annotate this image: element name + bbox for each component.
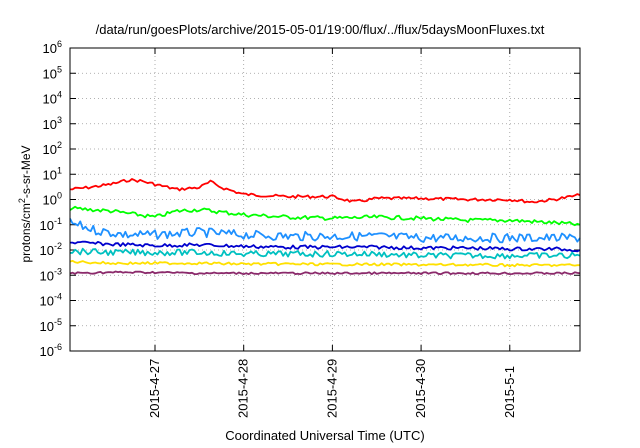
series-line-1 xyxy=(69,178,581,204)
series-line-4 xyxy=(70,240,581,253)
y-tick-label: 102 xyxy=(43,140,62,157)
x-tick-label: 2015-5-1 xyxy=(502,366,517,418)
y-tick-label: 10-2 xyxy=(40,241,62,258)
grid-lines xyxy=(70,48,580,351)
y-tick-label: 106 xyxy=(43,39,62,56)
series-line-7 xyxy=(69,270,581,276)
series-line-6 xyxy=(69,259,580,268)
y-tick-label: 101 xyxy=(43,165,62,182)
y-tick-label: 10-3 xyxy=(40,266,62,283)
series-line-5 xyxy=(69,247,581,260)
series-line-3 xyxy=(69,218,581,244)
series-lines xyxy=(69,178,581,276)
y-tick-label: 10-1 xyxy=(40,216,62,233)
y-tick-label: 10-5 xyxy=(40,317,62,334)
x-tick-label: 2015-4-29 xyxy=(324,359,339,418)
y-tick-label: 105 xyxy=(43,64,62,81)
x-tick-label: 2015-4-30 xyxy=(413,359,428,418)
y-tick-label: 104 xyxy=(43,90,62,107)
series-line-2 xyxy=(69,205,581,227)
y-tick-label: 10-6 xyxy=(40,342,62,359)
y-tick-label: 100 xyxy=(43,191,62,208)
x-axis-label: Coordinated Universal Time (UTC) xyxy=(225,428,425,443)
x-tick-label: 2015-4-27 xyxy=(147,359,162,418)
y-tick-label: 10-4 xyxy=(40,292,62,309)
axis-ticks: 10-6 10-5 10-4 10-3 10-2 10-1 100 101 102 103 104 1… xyxy=(40,39,580,418)
y-tick-label: 103 xyxy=(43,115,62,132)
x-tick-label: 2015-4-28 xyxy=(236,359,251,418)
chart-title: /data/run/goesPlots/archive/2015-05-01/1… xyxy=(95,22,545,37)
plot-frame xyxy=(69,47,581,352)
